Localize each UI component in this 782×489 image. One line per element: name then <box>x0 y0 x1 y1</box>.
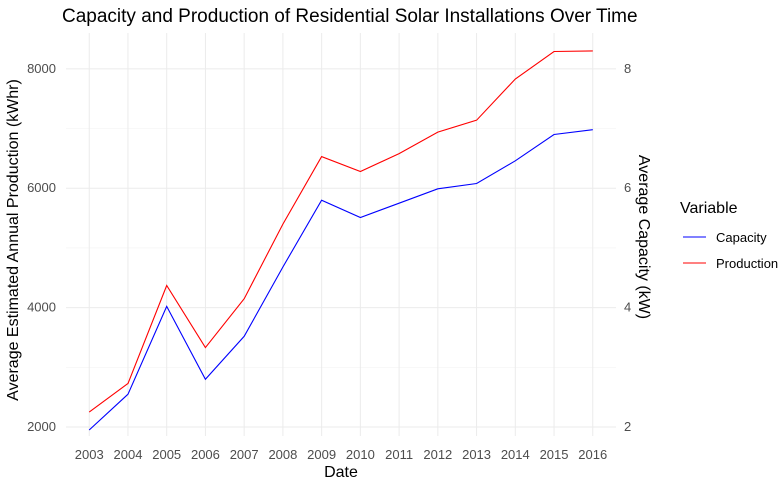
x-tick-label: 2004 <box>114 447 143 462</box>
y-axis-left-label: Average Estimated Annual Production (kWh… <box>5 79 22 401</box>
x-tick-label: 2007 <box>230 447 259 462</box>
legend-title: Variable <box>680 200 738 217</box>
x-tick-label: 2010 <box>346 447 375 462</box>
x-tick-label: 2006 <box>191 447 220 462</box>
series-line-capacity <box>88 129 593 431</box>
y-axis-right-ticks: 2 4 6 8 <box>624 61 631 434</box>
y-right-tick-label: 2 <box>624 419 631 434</box>
y-axis-right-label: Average Capacity (kW) <box>635 155 652 319</box>
x-tick-label: 2005 <box>152 447 181 462</box>
legend-label: Capacity <box>716 230 767 245</box>
y-left-tick-label: 2000 <box>27 419 56 434</box>
x-axis-label: Date <box>324 464 358 481</box>
y-left-tick-label: 8000 <box>27 61 56 76</box>
y-right-tick-label: 4 <box>624 300 631 315</box>
y-left-tick-label: 6000 <box>27 180 56 195</box>
legend-label: Production <box>716 256 778 271</box>
plot-area <box>66 33 616 436</box>
legend-items: Capacity Production <box>683 230 778 271</box>
x-axis-ticks: 2003 2004 2005 2006 2007 2008 2009 2010 2011 2012… <box>75 447 607 462</box>
x-tick-label: 2013 <box>462 447 491 462</box>
series-lines <box>88 50 593 431</box>
legend: Variable Capacity Production <box>680 200 778 271</box>
x-tick-label: 2008 <box>268 447 297 462</box>
grid <box>66 33 616 436</box>
x-tick-label: 2012 <box>423 447 452 462</box>
y-left-tick-label: 4000 <box>27 300 56 315</box>
x-tick-label: 2003 <box>75 447 104 462</box>
x-tick-label: 2014 <box>501 447 530 462</box>
x-tick-label: 2011 <box>385 447 413 462</box>
x-tick-label: 2016 <box>578 447 607 462</box>
y-right-tick-label: 8 <box>624 61 631 76</box>
series-line-production <box>88 50 593 413</box>
x-tick-label: 2015 <box>540 447 569 462</box>
y-axis-left-ticks: 2000 4000 6000 8000 <box>27 61 56 434</box>
chart-title: Capacity and Production of Residential S… <box>62 6 638 27</box>
x-tick-label: 2009 <box>307 447 336 462</box>
y-right-tick-label: 6 <box>624 180 631 195</box>
